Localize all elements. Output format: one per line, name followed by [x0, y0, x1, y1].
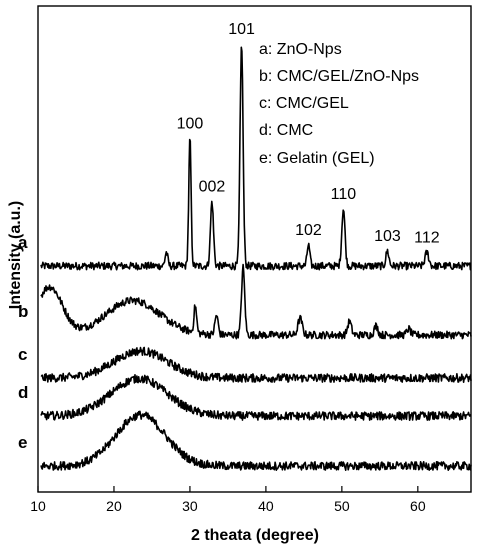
peak-label: 112: [414, 230, 440, 247]
curve-labels: a b cd e: [18, 233, 28, 452]
legend-entry-b: b: CMC/GEL/ZnO-Nps: [259, 68, 419, 85]
x-tick-label: 50: [334, 498, 350, 514]
x-axis-ticks: 10 20 30 40 50 60: [30, 486, 426, 514]
x-tick-label: 60: [410, 498, 426, 514]
legend-entry-c: c: CMC/GEL: [259, 95, 349, 112]
curve-label-e: e: [18, 433, 27, 452]
x-tick-label: 10: [30, 498, 46, 514]
x-tick-label: 30: [182, 498, 198, 514]
y-axis-title: Intensity (a.u.): [7, 201, 24, 309]
peak-labels: 100 002 101 102 110 103 112: [177, 21, 440, 247]
legend-entry-e: e: Gelatin (GEL): [259, 150, 375, 167]
peak-label: 102: [295, 222, 322, 239]
series-line-a: [40, 46, 472, 271]
series-traces: [40, 46, 472, 471]
legend-entry-a: a: ZnO-Nps: [259, 41, 342, 58]
x-axis-title: 2 theata (degree): [191, 527, 319, 544]
series-line-c: [40, 346, 472, 383]
curve-label-d: d: [18, 383, 28, 402]
series-line-b: [40, 263, 472, 340]
peak-label: 110: [331, 186, 357, 203]
peak-label: 103: [374, 228, 401, 245]
legend: a: ZnO-Nps b: CMC/GEL/ZnO-Nps c: CMC/GEL…: [259, 41, 419, 167]
peak-label: 100: [177, 116, 204, 133]
series-line-d: [40, 374, 472, 421]
series-line-e: [40, 410, 472, 471]
legend-entry-d: d: CMC: [259, 122, 313, 139]
x-tick-label: 40: [258, 498, 274, 514]
curve-label-c: c: [18, 345, 27, 364]
peak-label: 002: [199, 179, 226, 196]
curve-label-b: b: [18, 302, 28, 321]
plot-frame: [37, 5, 472, 493]
x-tick-label: 20: [106, 498, 122, 514]
curve-label-a: a: [18, 233, 28, 252]
peak-label: 101: [228, 21, 255, 38]
